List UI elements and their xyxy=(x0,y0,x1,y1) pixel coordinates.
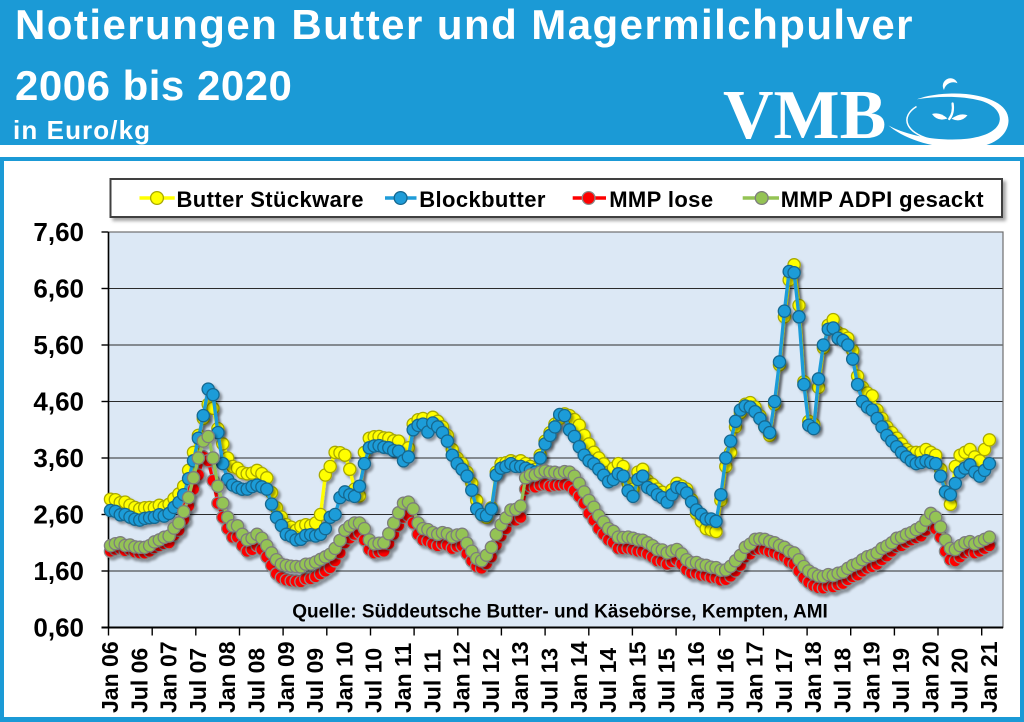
svg-text:1,60: 1,60 xyxy=(33,556,84,586)
svg-text:Butter Stückware: Butter Stückware xyxy=(177,187,364,212)
svg-text:Jul 19: Jul 19 xyxy=(888,648,914,713)
svg-text:Jan 12: Jan 12 xyxy=(449,641,475,713)
svg-text:Jul 10: Jul 10 xyxy=(361,648,387,713)
svg-text:Jan 15: Jan 15 xyxy=(624,641,650,713)
svg-text:Jul 13: Jul 13 xyxy=(537,648,563,713)
svg-text:6,60: 6,60 xyxy=(33,274,84,304)
svg-text:Jul 09: Jul 09 xyxy=(302,648,328,713)
svg-text:3,60: 3,60 xyxy=(33,443,84,473)
svg-text:Jan 11: Jan 11 xyxy=(390,642,416,713)
svg-text:Jul 06: Jul 06 xyxy=(126,648,152,713)
svg-text:MMP lose: MMP lose xyxy=(609,187,713,212)
svg-text:Jan 09: Jan 09 xyxy=(273,641,299,713)
svg-text:Jan 07: Jan 07 xyxy=(156,641,182,713)
svg-text:Blockbutter: Blockbutter xyxy=(419,187,546,212)
svg-text:0,60: 0,60 xyxy=(33,613,84,643)
svg-text:MMP ADPI gesackt: MMP ADPI gesackt xyxy=(781,187,985,212)
svg-text:Jul 14: Jul 14 xyxy=(595,648,621,713)
svg-text:Jan 06: Jan 06 xyxy=(97,641,123,713)
svg-text:5,60: 5,60 xyxy=(33,330,84,360)
svg-text:Jul 11: Jul 11 xyxy=(419,649,445,713)
svg-text:Jan 19: Jan 19 xyxy=(859,641,885,713)
svg-text:2,60: 2,60 xyxy=(33,500,84,530)
svg-text:Quelle: Süddeutsche Butter- un: Quelle: Süddeutsche Butter- und Käsebörs… xyxy=(292,602,828,623)
svg-text:Jul 20: Jul 20 xyxy=(947,648,973,713)
svg-text:Jan 08: Jan 08 xyxy=(214,641,240,713)
svg-text:Jan 10: Jan 10 xyxy=(331,641,357,713)
svg-text:Jul 18: Jul 18 xyxy=(830,648,856,713)
svg-text:Jan 13: Jan 13 xyxy=(507,641,533,713)
svg-text:Jan 20: Jan 20 xyxy=(917,641,943,713)
svg-text:Jul 07: Jul 07 xyxy=(185,648,211,713)
svg-text:Jan 14: Jan 14 xyxy=(566,641,592,713)
svg-text:7,60: 7,60 xyxy=(33,217,84,247)
svg-text:Jul 12: Jul 12 xyxy=(478,648,504,713)
svg-text:Jan 18: Jan 18 xyxy=(800,641,826,713)
svg-text:4,60: 4,60 xyxy=(33,387,84,417)
svg-text:Jan 17: Jan 17 xyxy=(742,641,768,713)
svg-text:Jan 21: Jan 21 xyxy=(976,641,1002,713)
svg-text:Jan 16: Jan 16 xyxy=(683,641,709,713)
svg-text:Jul 17: Jul 17 xyxy=(771,648,797,713)
svg-text:Jul 16: Jul 16 xyxy=(712,648,738,713)
svg-text:Jul 15: Jul 15 xyxy=(654,648,680,713)
svg-text:Jul 08: Jul 08 xyxy=(244,648,270,713)
